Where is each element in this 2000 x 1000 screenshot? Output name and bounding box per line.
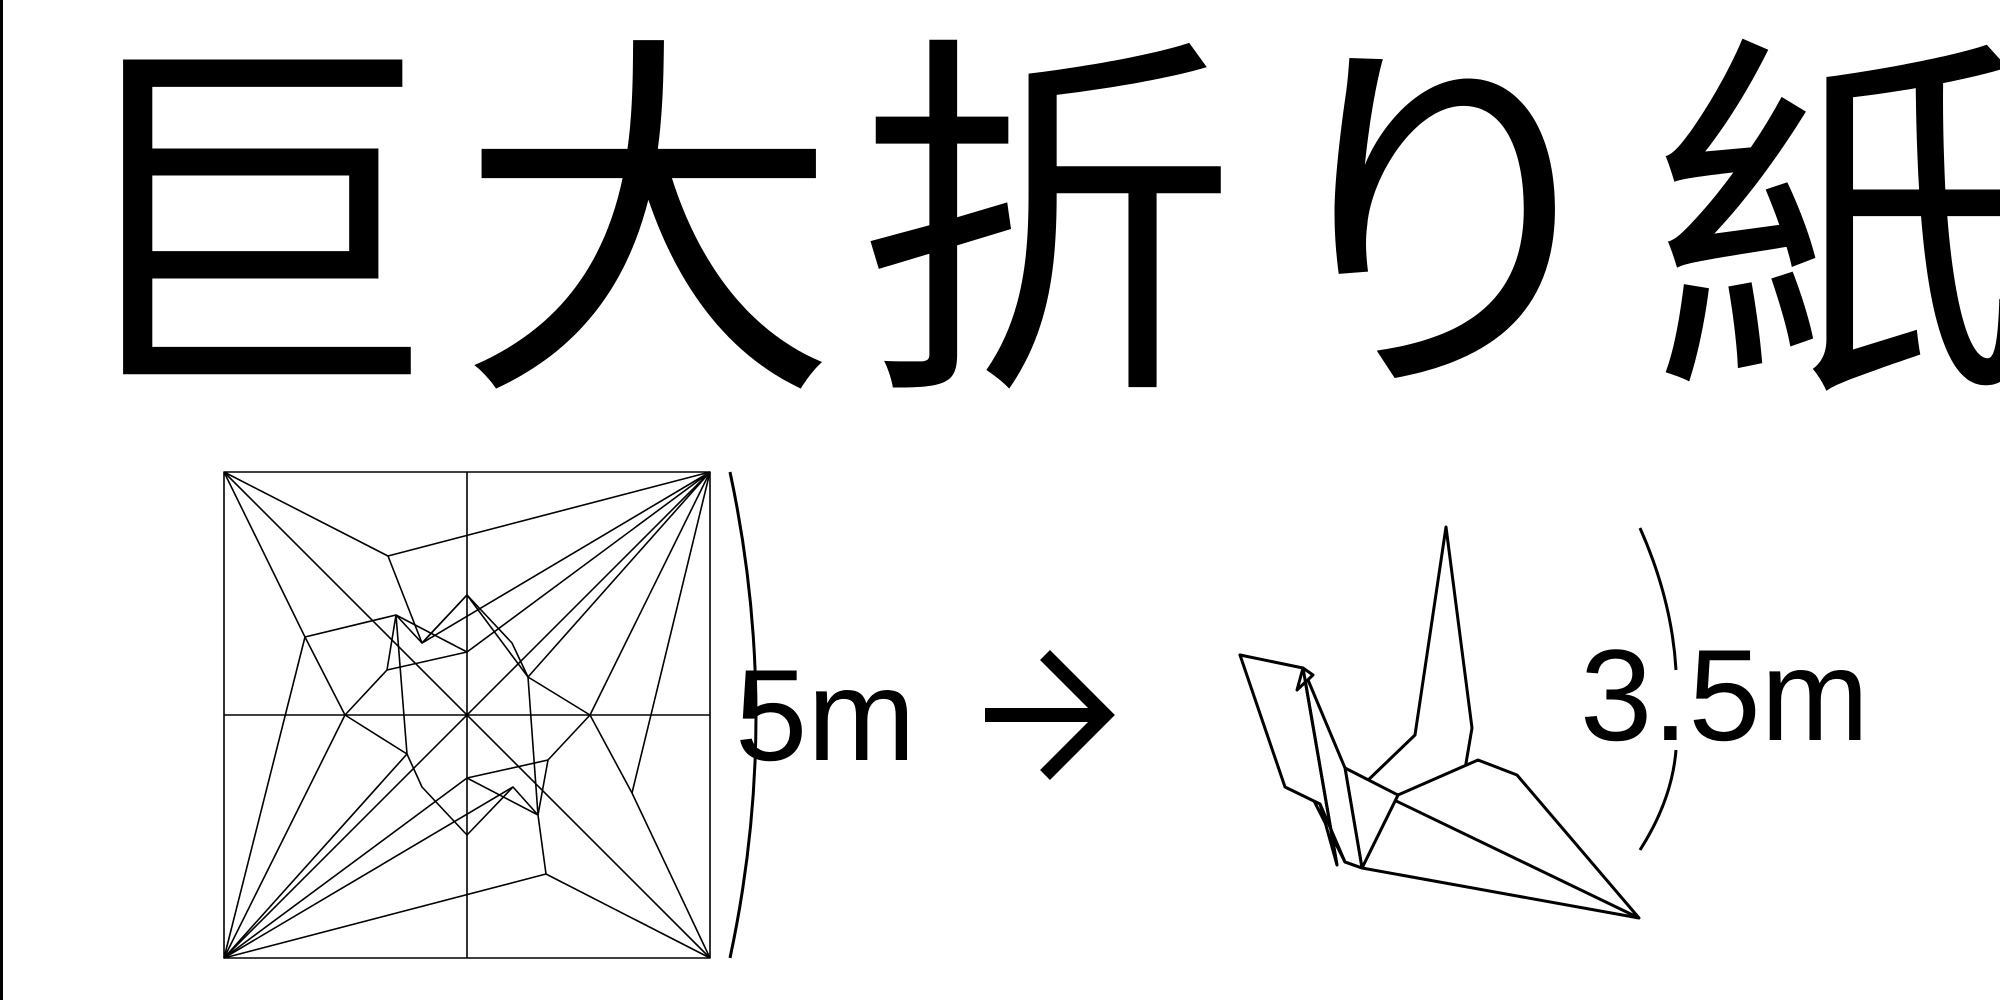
- sheet-size-bracket: [728, 471, 758, 959]
- left-edge-rule: [0, 0, 3, 1000]
- crease-pattern: [223, 471, 711, 959]
- arrow-right-icon: [985, 650, 1115, 780]
- crane-size-label: 3.5m: [1580, 622, 1870, 768]
- title-heading: 巨大折り紙: [60, 6, 2000, 449]
- crane-size-bracket: [1638, 527, 1678, 671]
- origami-crane-icon: [1238, 525, 1641, 920]
- sheet-size-label: 5m: [735, 642, 916, 788]
- crane-size-bracket-lower: [1638, 749, 1678, 851]
